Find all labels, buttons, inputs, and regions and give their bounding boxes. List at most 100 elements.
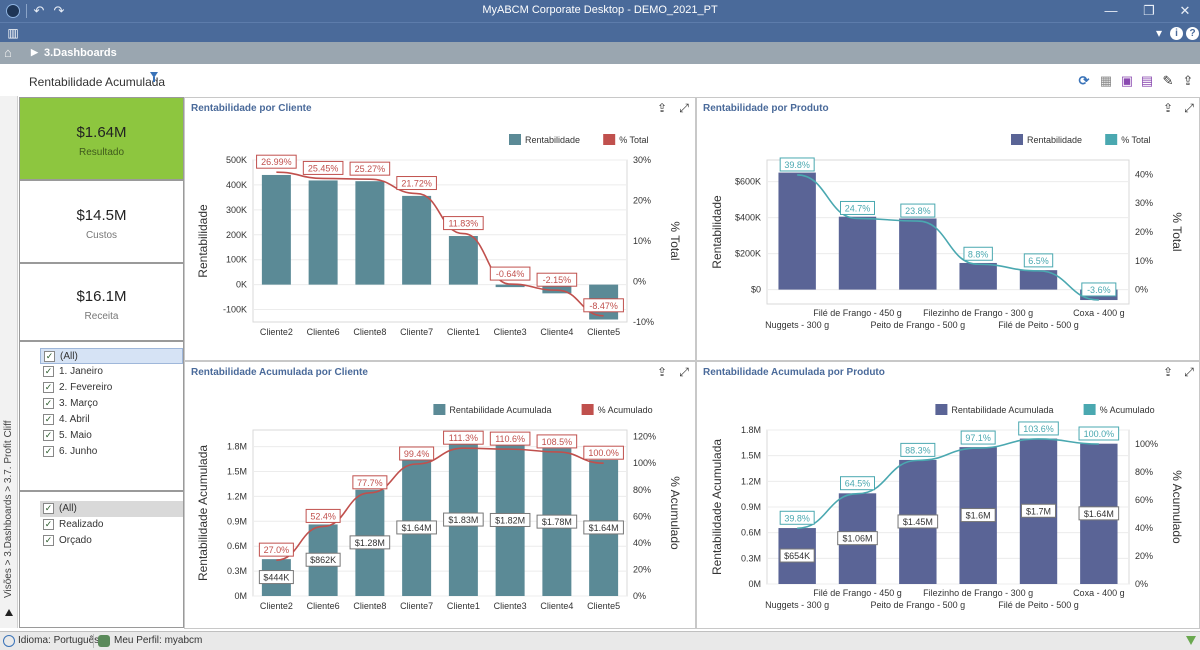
checkbox[interactable]: ✓ <box>43 382 54 393</box>
save-icon[interactable]: ▣ <box>1120 73 1134 88</box>
redo-icon[interactable]: ↷ <box>53 3 65 18</box>
month-filter: ✓ (All) ✓ 1. Janeiro ✓ 2. Fevereiro ✓ 3. Mar… <box>19 341 184 491</box>
bar-value-label: $1.7M <box>1026 506 1051 516</box>
y-tick-label: 0M <box>234 591 247 601</box>
app-logo-icon[interactable] <box>6 4 20 18</box>
maximize-icon[interactable]: ⤢ <box>679 365 689 379</box>
bar <box>542 284 572 294</box>
dropdown-chevron-icon[interactable]: ▾ <box>1155 26 1163 40</box>
line-value-label: 111.3% <box>449 433 478 443</box>
checkbox[interactable]: ✓ <box>43 414 54 425</box>
chart-canvas: 1.8M 1.5M 1.2M 0.9M 0.6M 0.3M 0M 100% 80% 60% 40% 2… <box>710 404 1184 610</box>
y2-tick-label: 40% <box>633 538 651 548</box>
save-as-icon[interactable]: ▤ <box>1140 73 1154 88</box>
chart-panel-acumulada-produto: 1.8M 1.5M 1.2M 0.9M 0.6M 0.3M 0M 100% 80% 60% 40% 2… <box>696 361 1200 629</box>
close-icon[interactable]: ✕ <box>1179 3 1191 18</box>
y2-tick-label: 20% <box>633 196 651 206</box>
line-value-box <box>536 272 578 287</box>
checkbox[interactable]: ✓ <box>43 398 54 409</box>
filter-option-month[interactable]: ✓ 4. Abril <box>43 414 90 425</box>
y-tick-label: 1.5M <box>227 467 247 477</box>
bar-value-box <box>583 520 624 535</box>
x-tick-label: Cliente4 <box>540 601 573 611</box>
checkbox[interactable]: ✓ <box>43 519 54 530</box>
checkbox[interactable]: ✓ <box>43 366 54 377</box>
bar <box>1019 270 1058 290</box>
filter-option-month[interactable]: ✓ 3. Março <box>43 398 98 409</box>
export-icon[interactable]: ⇪ <box>656 101 668 115</box>
line-value-label: 21.72% <box>401 179 432 189</box>
export-icon[interactable]: ⇪ <box>1182 73 1194 88</box>
line-value-box <box>963 246 993 261</box>
bar <box>308 180 338 285</box>
refresh-icon[interactable]: ⟳ <box>1078 73 1090 88</box>
maximize-icon[interactable]: ⤢ <box>679 101 689 115</box>
language-status[interactable]: Idioma: Português <box>18 635 100 646</box>
line-value-label: 64.5% <box>845 479 871 489</box>
legend-swatch <box>1083 404 1096 415</box>
edit-icon[interactable]: ✎ <box>1162 73 1174 88</box>
export-icon[interactable]: ⇪ <box>1162 365 1174 379</box>
y-tick-label: 0.9M <box>741 502 761 512</box>
bar-value-label: $1.83M <box>448 515 478 525</box>
restore-icon[interactable]: ❐ <box>1143 3 1155 18</box>
export-icon[interactable]: ⇪ <box>656 365 668 379</box>
help-icon[interactable]: ? <box>1186 27 1199 40</box>
y-tick-label: 1.5M <box>741 451 761 461</box>
ribbon-bar: ▥ ▾ i ? <box>0 22 1200 42</box>
filter-icon[interactable] <box>150 72 158 82</box>
line-value-label: 23.8% <box>905 206 931 216</box>
bar-value-box <box>960 508 996 523</box>
y-tick-label: 100K <box>226 255 247 265</box>
checkbox[interactable]: ✓ <box>44 351 55 362</box>
kpi-value: $1.64M <box>76 124 127 141</box>
filter-option-orcado[interactable]: ✓ Orçado <box>43 535 92 546</box>
filter-option-month[interactable]: ✓ 6. Junho <box>43 446 98 457</box>
checkbox[interactable]: ✓ <box>43 430 54 441</box>
export-icon[interactable]: ⇪ <box>1162 101 1174 115</box>
line-value-box <box>1023 253 1054 268</box>
filter-option-realizado[interactable]: ✓ Realizado <box>43 519 104 530</box>
line-value-label: 11.83% <box>448 219 478 229</box>
filter-option-month[interactable]: ✓ 5. Maio <box>43 430 92 441</box>
breadcrumb-item[interactable]: 3.Dashboards <box>44 47 117 59</box>
bar-value-box <box>489 512 531 527</box>
filter-indicator-icon <box>1186 636 1196 645</box>
bar-value-box <box>443 512 484 527</box>
bar-value-label: $1.64M <box>1084 509 1114 519</box>
x-tick-label: Cliente6 <box>307 327 340 337</box>
grid-icon[interactable]: ▦ <box>1099 73 1113 88</box>
expand-triangle-icon[interactable] <box>5 609 13 616</box>
bar-value-box <box>897 514 939 529</box>
window-title: MyABCM Corporate Desktop - DEMO_2021_PT <box>482 4 718 16</box>
minimize-icon[interactable]: — <box>1104 3 1118 18</box>
line-value-box <box>489 266 531 281</box>
line-value-box <box>305 508 341 523</box>
y2-tick-label: 40% <box>1135 169 1153 179</box>
info-icon[interactable]: i <box>1170 27 1183 40</box>
filter-option-all[interactable]: ✓ (All) <box>40 501 183 517</box>
filter-option-month[interactable]: ✓ 1. Janeiro <box>43 366 103 377</box>
panel-layout-icon[interactable]: ▥ <box>7 26 19 40</box>
maximize-icon[interactable]: ⤢ <box>1184 101 1194 115</box>
bar-value-box <box>396 520 437 535</box>
bar-value-box <box>536 514 578 529</box>
checkbox[interactable]: ✓ <box>43 535 54 546</box>
y-tick-label: 500K <box>226 155 247 165</box>
profile-status[interactable]: Meu Perfil: myabcm <box>114 635 203 646</box>
bar-value-label: $1.82M <box>495 515 525 525</box>
y2-tick-label: 0% <box>1135 579 1148 589</box>
maximize-icon[interactable]: ⤢ <box>1184 365 1194 379</box>
side-path-label[interactable]: Visões > 3.Dashboards > 3.7. Profit Clif… <box>3 420 14 598</box>
line-value-box <box>258 542 294 557</box>
chart-canvas: $600K $400K $200K $0 40% 30% 20% 10% 0% Rentabili… <box>710 134 1184 330</box>
line-value-label: -2.15% <box>543 275 572 285</box>
y-tick-label: -100K <box>223 305 247 315</box>
checkbox[interactable]: ✓ <box>43 503 54 514</box>
filter-option-all[interactable]: ✓ (All) <box>40 348 183 364</box>
side-navigation-strip: Visões > 3.Dashboards > 3.7. Profit Clif… <box>0 96 18 628</box>
filter-option-month[interactable]: ✓ 2. Fevereiro <box>43 382 113 393</box>
checkbox[interactable]: ✓ <box>43 446 54 457</box>
undo-icon[interactable]: ↶ <box>33 3 45 18</box>
home-icon[interactable]: ⌂ <box>4 45 12 60</box>
